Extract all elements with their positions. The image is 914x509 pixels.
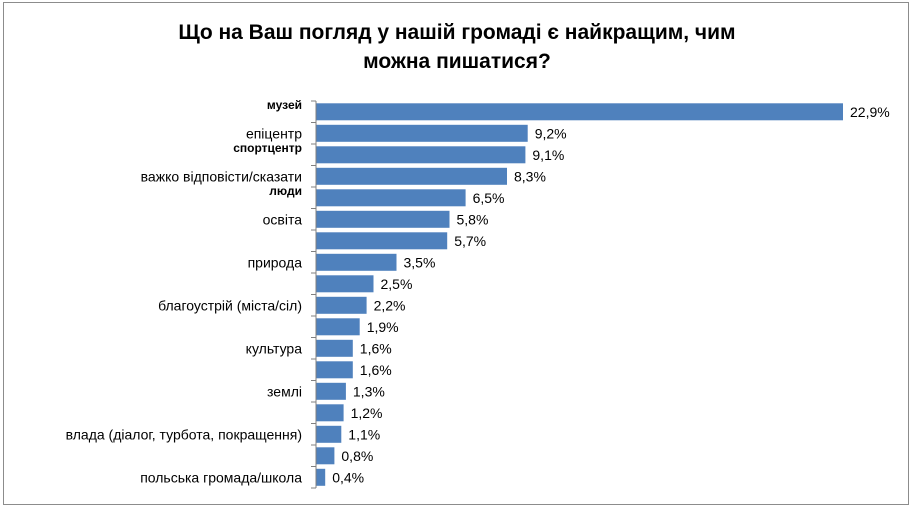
bar-7 xyxy=(316,253,397,271)
data-label-5: 5,8% xyxy=(457,211,489,227)
bar-11 xyxy=(316,339,353,357)
data-label-10: 1,9% xyxy=(367,319,399,335)
category-label-11: культура xyxy=(246,340,303,356)
bar-8 xyxy=(316,275,374,293)
bar-17 xyxy=(316,468,326,486)
data-label-0: 22,9% xyxy=(850,104,890,120)
data-label-14: 1,2% xyxy=(351,405,383,421)
data-label-11: 1,6% xyxy=(360,340,392,356)
data-label-6: 5,7% xyxy=(454,233,486,249)
category-label-0: музей xyxy=(267,98,302,112)
bar-9 xyxy=(316,296,367,314)
category-label-4: люди xyxy=(269,184,302,198)
data-label-4: 6,5% xyxy=(473,190,505,206)
category-label-13: землі xyxy=(267,383,302,399)
bar-3 xyxy=(316,167,507,185)
chart-title: Що на Ваш погляд у нашій громаді є найкр… xyxy=(0,18,914,76)
data-label-17: 0,4% xyxy=(332,469,364,485)
data-label-2: 9,1% xyxy=(532,147,564,163)
bar-12 xyxy=(316,361,353,379)
data-label-9: 2,2% xyxy=(374,297,406,313)
data-label-8: 2,5% xyxy=(381,276,413,292)
bar-4 xyxy=(316,189,466,207)
bar-10 xyxy=(316,318,360,336)
bar-16 xyxy=(316,447,335,465)
data-label-7: 3,5% xyxy=(404,254,436,270)
data-label-1: 9,2% xyxy=(535,125,567,141)
bar-0 xyxy=(316,103,843,121)
chart-title-line-2: можна пишатися? xyxy=(363,50,551,73)
category-label-9: благоустрій (міста/сіл) xyxy=(158,297,302,313)
data-label-3: 8,3% xyxy=(514,168,546,184)
bar-6 xyxy=(316,232,448,250)
bar-1 xyxy=(316,124,528,142)
data-label-12: 1,6% xyxy=(360,362,392,378)
data-label-16: 0,8% xyxy=(341,448,373,464)
bar-5 xyxy=(316,210,450,228)
category-label-17: польська громада/школа xyxy=(140,469,302,485)
chart-frame xyxy=(3,2,909,505)
category-label-3: важко відповісти/сказати xyxy=(141,168,302,184)
category-label-1: епіцентр xyxy=(246,125,302,141)
bar-2 xyxy=(316,146,526,164)
category-label-7: природа xyxy=(248,254,303,270)
data-label-15: 1,1% xyxy=(348,426,380,442)
bar-15 xyxy=(316,425,342,443)
bar-13 xyxy=(316,382,346,400)
bar-14 xyxy=(316,404,344,422)
category-label-2: спортцентр xyxy=(233,141,302,155)
category-label-5: освіта xyxy=(263,211,303,227)
chart-title-line-1: Що на Ваш погляд у нашій громаді є найкр… xyxy=(178,21,736,44)
category-label-15: влада (діалог, турбота, покращення) xyxy=(66,426,302,442)
data-label-13: 1,3% xyxy=(353,383,385,399)
